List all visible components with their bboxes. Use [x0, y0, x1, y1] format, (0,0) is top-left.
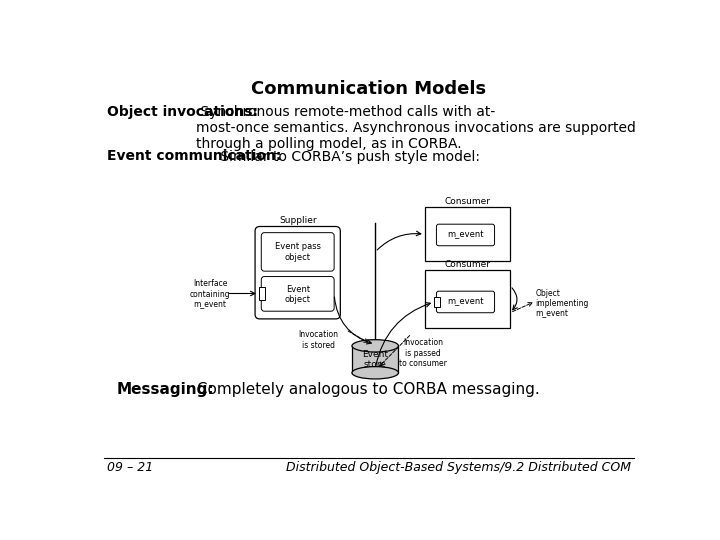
Ellipse shape [352, 340, 398, 352]
Text: Communication Models: Communication Models [251, 80, 487, 98]
Text: Invocation
is stored: Invocation is stored [299, 330, 338, 350]
Text: Event
object: Event object [284, 285, 311, 304]
Ellipse shape [352, 367, 398, 379]
Text: Interface
containing
m_event: Interface containing m_event [190, 279, 230, 309]
FancyBboxPatch shape [255, 226, 341, 319]
Text: Event
store: Event store [362, 349, 388, 369]
Text: m_event: m_event [447, 298, 483, 307]
Text: Consumer: Consumer [444, 260, 490, 269]
FancyBboxPatch shape [436, 224, 495, 246]
Text: Invocation
is passed
to consumer: Invocation is passed to consumer [400, 338, 447, 368]
Text: Event pass
object: Event pass object [275, 242, 320, 261]
FancyBboxPatch shape [436, 291, 495, 313]
Text: Messaging:: Messaging: [117, 382, 215, 397]
Text: Completely analogous to CORBA messaging.: Completely analogous to CORBA messaging. [192, 382, 540, 397]
Text: Consumer: Consumer [444, 197, 490, 206]
Bar [425, 271, 510, 328]
Text: Supplier: Supplier [279, 216, 317, 225]
Bar [425, 207, 510, 261]
Text: m_event: m_event [447, 231, 483, 239]
Text: 09 – 21: 09 – 21 [107, 461, 153, 474]
Text: Object
implementing
m_event: Object implementing m_event [536, 288, 589, 319]
Text: Synchronous remote-method calls with at-
most-once semantics. Asynchronous invoc: Synchronous remote-method calls with at-… [196, 105, 636, 151]
Bar [434, 298, 441, 307]
Bar [259, 287, 265, 300]
Text: Event communication:: Event communication: [107, 150, 282, 164]
FancyBboxPatch shape [261, 233, 334, 271]
Text: Distributed Object-Based Systems/9.2 Distributed COM: Distributed Object-Based Systems/9.2 Dis… [286, 461, 631, 474]
Bar [352, 346, 398, 373]
Text: Similar to CORBA’s push style model:: Similar to CORBA’s push style model: [215, 150, 480, 164]
FancyBboxPatch shape [261, 276, 334, 311]
Text: Object invocations:: Object invocations: [107, 105, 258, 119]
